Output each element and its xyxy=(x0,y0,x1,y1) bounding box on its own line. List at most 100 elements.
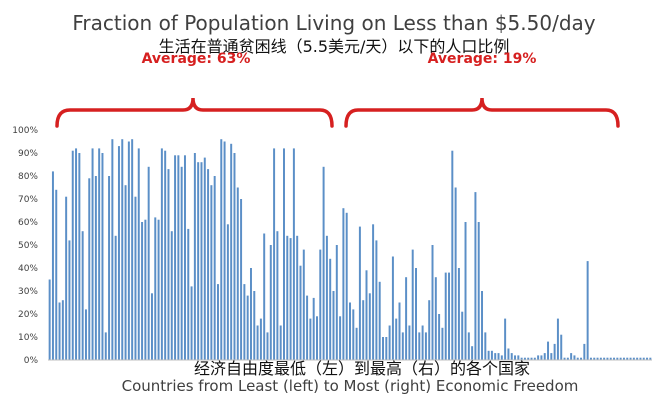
bar xyxy=(150,293,153,360)
bar xyxy=(490,350,493,360)
average-label-left: Average: 63% xyxy=(142,51,251,67)
bar xyxy=(101,153,104,360)
bar xyxy=(487,350,490,360)
y-tick-label: 20% xyxy=(18,310,38,320)
bar xyxy=(636,357,639,360)
y-tick-label: 0% xyxy=(24,356,39,366)
bar xyxy=(372,224,375,360)
bar xyxy=(514,355,517,360)
bar xyxy=(266,332,269,360)
bar xyxy=(375,240,378,360)
bar xyxy=(543,353,546,360)
bar xyxy=(444,272,447,360)
y-tick-label: 10% xyxy=(18,333,38,343)
bar xyxy=(154,217,157,360)
bar xyxy=(256,325,259,360)
bar xyxy=(220,139,223,360)
bar xyxy=(299,265,302,360)
average-label-right: Average: 19% xyxy=(428,51,537,67)
chart-title: Fraction of Population Living on Less th… xyxy=(72,11,595,35)
bar xyxy=(141,222,144,360)
bar xyxy=(464,222,467,360)
bar xyxy=(388,325,391,360)
bar xyxy=(200,162,203,360)
bar xyxy=(537,355,540,360)
bar xyxy=(312,297,315,360)
bar xyxy=(61,300,64,360)
bar xyxy=(226,224,229,360)
bar xyxy=(596,357,599,360)
bar xyxy=(368,293,371,360)
bar xyxy=(560,334,563,360)
bracket-left xyxy=(55,97,334,128)
bar xyxy=(583,343,586,360)
bar xyxy=(230,143,233,360)
bar xyxy=(164,150,167,360)
bar xyxy=(190,286,193,360)
bar xyxy=(335,245,338,360)
bar xyxy=(570,353,573,360)
bar xyxy=(438,314,441,360)
bar xyxy=(599,357,602,360)
bar xyxy=(415,268,417,360)
bar xyxy=(240,199,243,360)
bar xyxy=(448,272,451,360)
bar xyxy=(497,353,500,360)
bar xyxy=(418,332,421,360)
bar xyxy=(319,249,322,360)
bar xyxy=(223,141,226,360)
bar xyxy=(177,155,180,360)
x-axis-label-zh: 经济自由度最低（左）到最高（右）的各个国家 xyxy=(194,359,530,378)
y-axis: 0% 10% 20% 30% 40% 50% 60% 70% 80% 90% 100% xyxy=(12,126,38,366)
bar xyxy=(500,355,503,360)
bar xyxy=(405,277,408,360)
bar xyxy=(246,295,249,360)
bar xyxy=(339,316,342,360)
bar xyxy=(457,268,460,360)
x-axis-label: Countries from Least (left) to Most (rig… xyxy=(122,377,579,395)
bar xyxy=(398,302,401,360)
chart-subtitle-zh: 生活在普通贫困线（5.5美元/天）以下的人口比例 xyxy=(159,37,510,56)
bracket-right xyxy=(344,97,620,128)
bar xyxy=(461,311,464,360)
bar xyxy=(170,231,173,360)
bar xyxy=(626,357,629,360)
bar xyxy=(451,150,454,360)
y-tick-label: 80% xyxy=(18,172,38,182)
bar xyxy=(68,240,71,360)
bar xyxy=(408,325,411,360)
bar xyxy=(593,357,596,360)
bar xyxy=(639,357,642,360)
bar xyxy=(306,295,309,360)
bar xyxy=(520,357,523,360)
bar xyxy=(382,337,384,360)
y-tick-label: 90% xyxy=(18,149,38,159)
bar xyxy=(428,300,431,360)
bar xyxy=(454,187,457,360)
bar xyxy=(421,325,424,360)
bar xyxy=(203,157,206,360)
bar xyxy=(352,309,355,360)
bar xyxy=(573,355,576,360)
bar xyxy=(296,235,299,360)
bar xyxy=(530,357,533,360)
bar xyxy=(342,208,345,360)
bar xyxy=(533,357,536,360)
bar xyxy=(474,192,477,360)
y-tick-label: 60% xyxy=(18,218,38,228)
bar xyxy=(117,146,120,360)
bar xyxy=(48,279,51,360)
bar xyxy=(566,357,569,360)
bar xyxy=(65,196,68,360)
bar xyxy=(378,281,381,360)
bar xyxy=(411,249,414,360)
bar xyxy=(547,341,550,360)
bar xyxy=(355,327,358,360)
bar xyxy=(517,355,520,360)
bar xyxy=(94,176,97,360)
bar xyxy=(236,187,239,360)
bar xyxy=(329,258,332,360)
bar xyxy=(213,176,216,360)
